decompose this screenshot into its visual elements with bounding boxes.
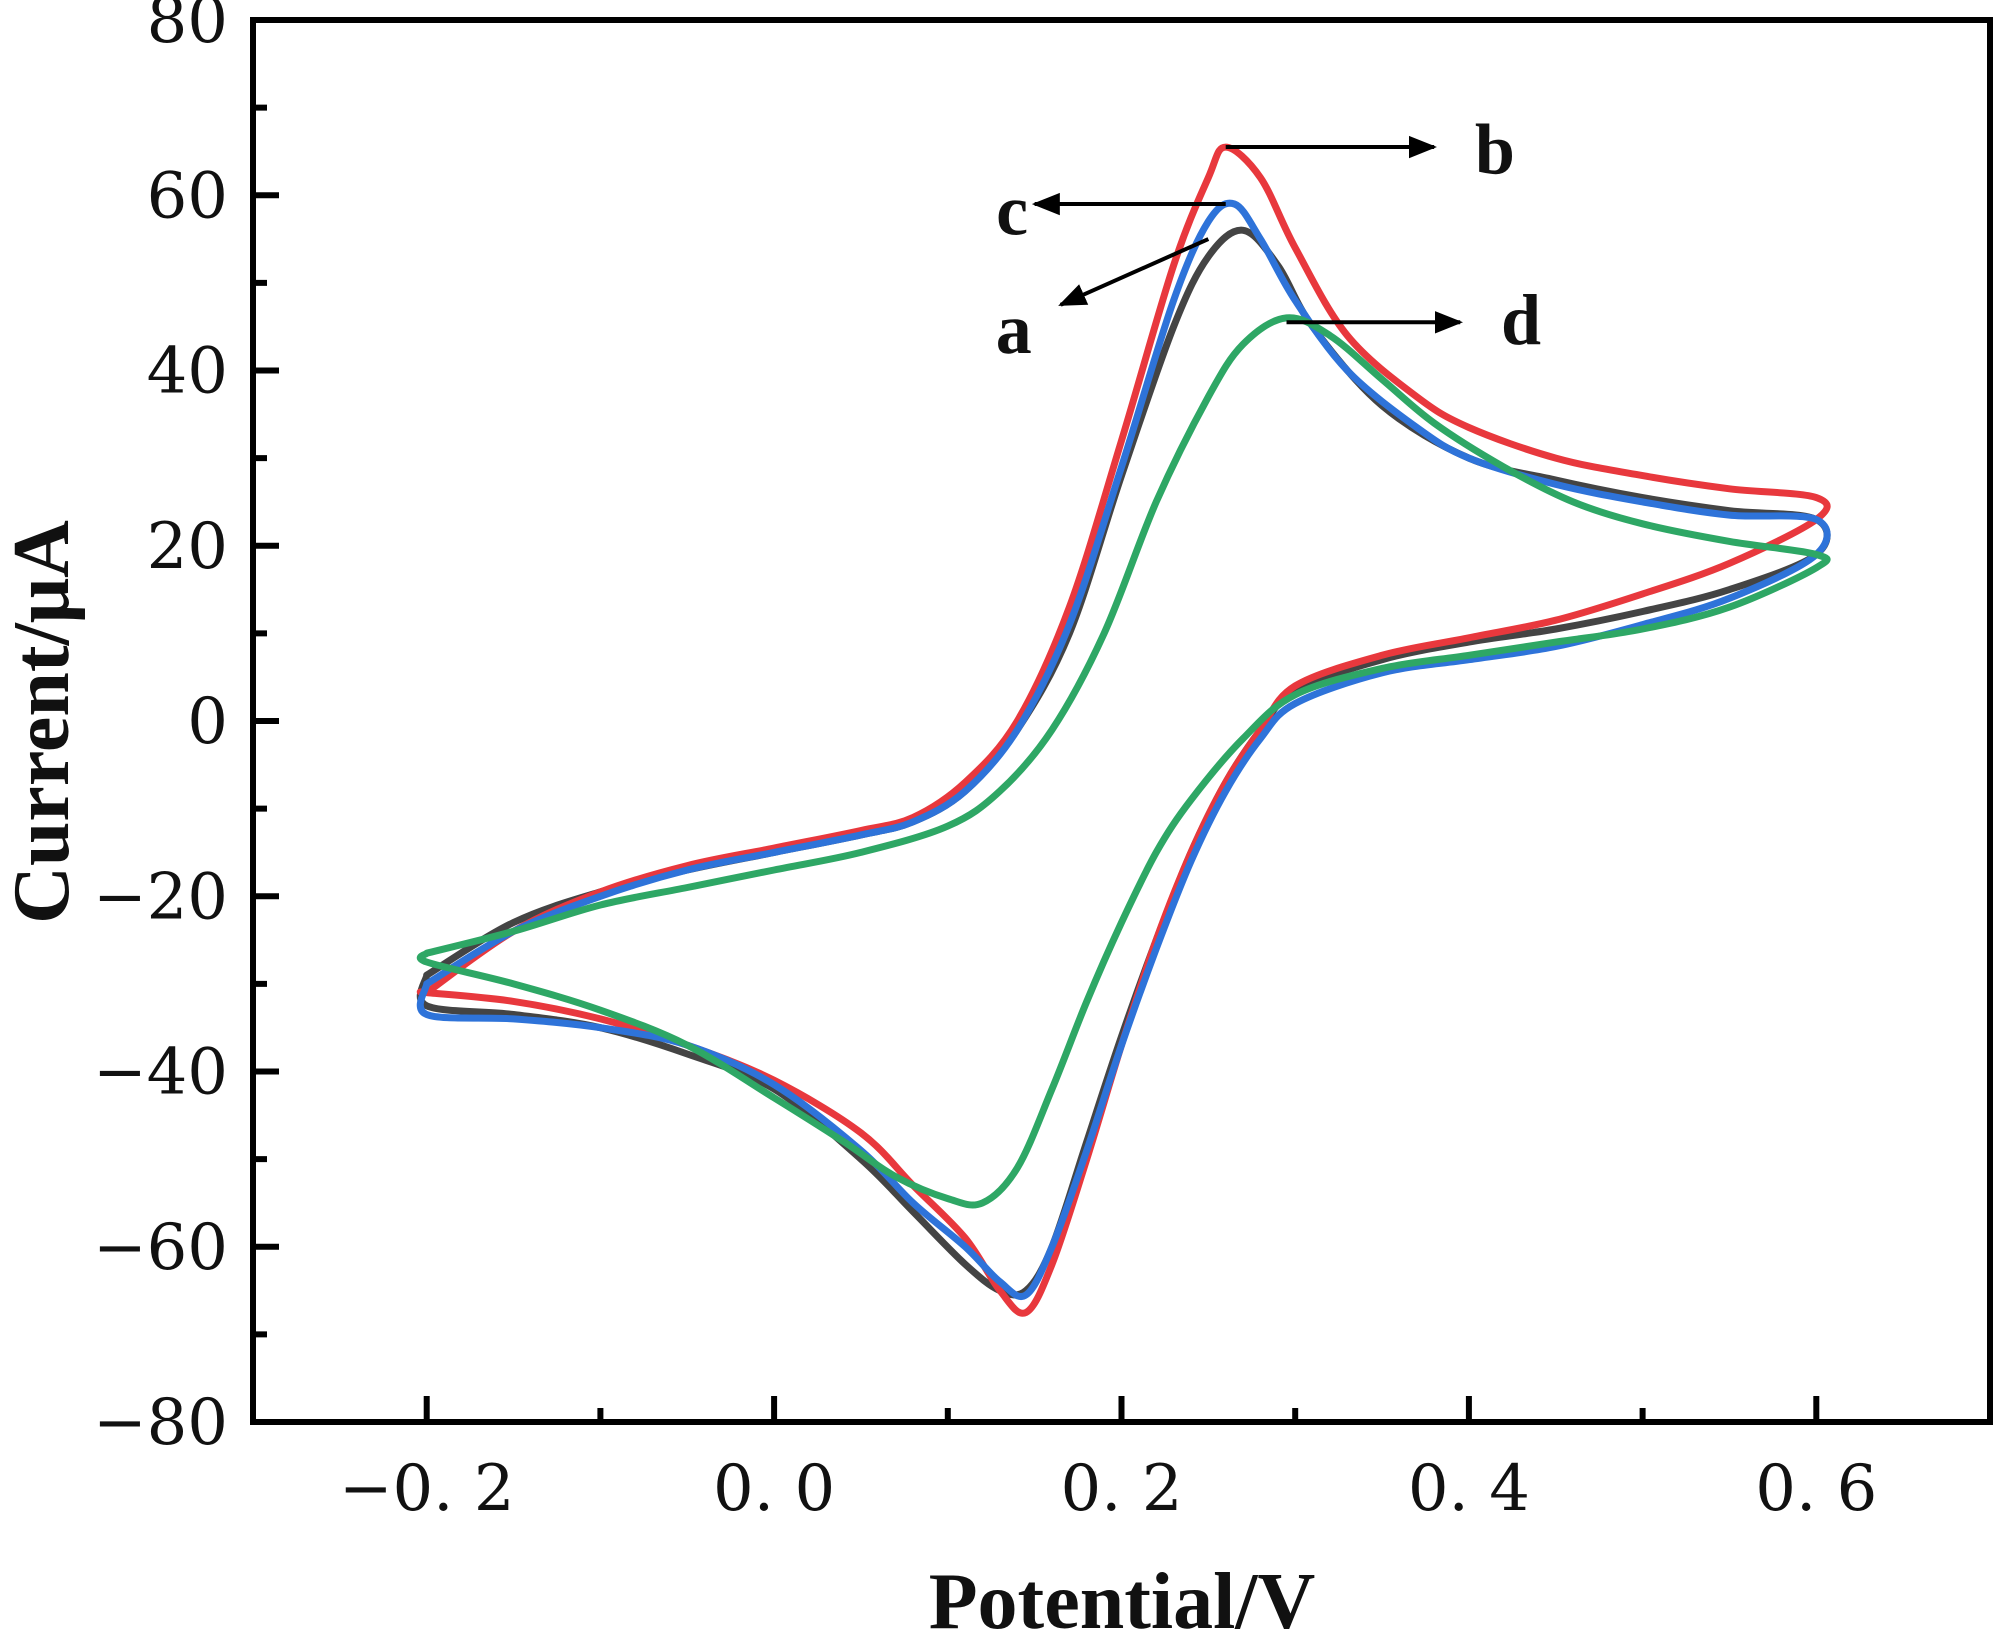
x-tick-label: 0. 2 [1060,1452,1182,1526]
y-tick-label: −40 [93,1036,228,1110]
curve-label-a: a [996,289,1032,369]
annotation-arrow-a [1058,237,1210,307]
y-tick-label: −80 [93,1386,228,1460]
series-d-curve [416,314,1831,1209]
y-tick-label: −60 [93,1211,228,1285]
y-tick-label: 80 [147,0,228,58]
curve-label-d: d [1501,280,1541,360]
series-b-curve [416,143,1831,1317]
y-tick-label: −20 [93,860,228,934]
y-tick-label: 0 [187,685,228,759]
x-axis-ticks: −0. 2 0. 0 0. 2 0. 4 0. 6 [339,1396,1877,1526]
x-tick-label: 0. 0 [713,1452,835,1526]
x-tick-label: 0. 4 [1408,1452,1530,1526]
curve-label-b: b [1475,109,1515,189]
curve-annotations: b ca d [996,109,1541,369]
plot-area [416,143,1831,1317]
series-a-curve [416,226,1831,1299]
y-axis-label: Current/μA [0,520,86,924]
y-tick-label: 40 [147,335,228,409]
x-axis-label: Potential/V [929,1558,1316,1646]
y-tick-label: 20 [147,510,228,584]
y-axis-ticks: −80 −60 −40 −20 0 20 40 60 80 [93,0,279,1460]
x-tick-label: −0. 2 [339,1452,515,1526]
y-tick-label: 60 [147,159,228,233]
curve-label-c: c [996,171,1028,251]
x-tick-label: 0. 6 [1755,1452,1877,1526]
plot-frame [250,17,1993,1425]
series-c-curve [416,199,1831,1300]
